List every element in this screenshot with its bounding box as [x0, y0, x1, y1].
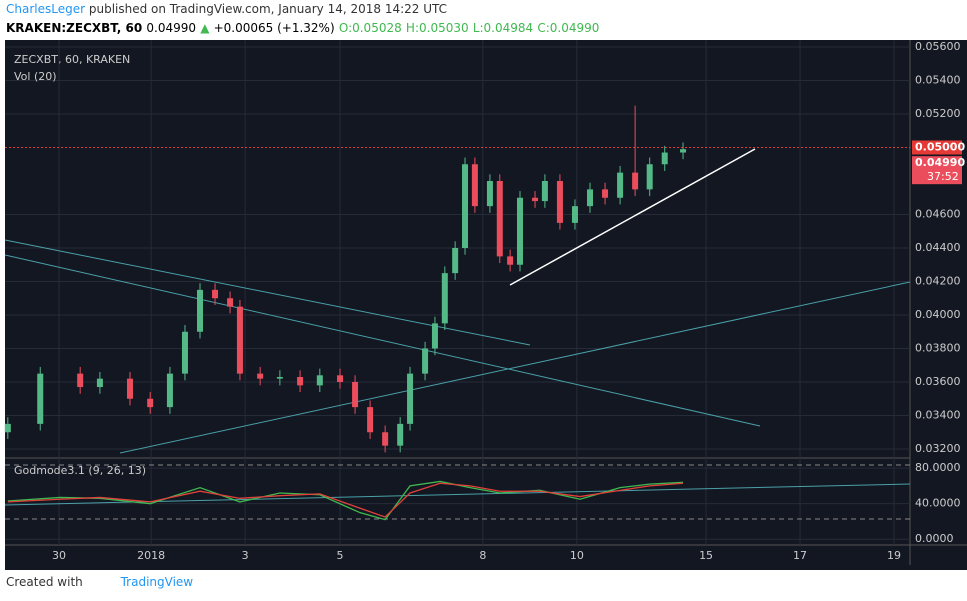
- chart-subtitle: Vol (20): [14, 70, 57, 83]
- candle-body: [422, 348, 429, 374]
- candle-body: [441, 273, 448, 324]
- trend-line: [4, 239, 531, 346]
- candle-body: [507, 256, 514, 265]
- author[interactable]: CharlesLeger: [6, 2, 86, 16]
- candle-body: [96, 378, 103, 388]
- osc-line: [7, 480, 684, 521]
- candle-body: [352, 382, 359, 408]
- candle-body: [316, 375, 323, 386]
- chart: ZECXBT, 60, KRAKEN Vol (20) Godmode3.1 (…: [4, 40, 967, 570]
- y-tick-label: 0.03800: [915, 342, 961, 355]
- alert-label-bg: [912, 140, 962, 155]
- x-tick-label: 3: [242, 549, 249, 562]
- ohlc-close: C:0.04990: [537, 21, 600, 35]
- x-tick-label: 10: [570, 549, 584, 562]
- candle-body: [587, 189, 594, 207]
- countdown: 37:52: [927, 170, 959, 183]
- candle-body: [337, 375, 344, 382]
- x-tick-label: 19: [887, 549, 901, 562]
- last-label: 0.04990: [915, 156, 965, 169]
- chart-bg: [5, 40, 967, 570]
- candle-body: [77, 373, 84, 388]
- ohlc-open: O:0.05028: [338, 21, 402, 35]
- candle-body: [257, 373, 264, 379]
- alert-label: 0.05000: [915, 141, 965, 154]
- candle-body: [4, 423, 11, 433]
- change: +0.00065 (+1.32%): [213, 21, 335, 35]
- y-tick-label: 0.05600: [915, 40, 961, 53]
- last-label-bg: [912, 156, 962, 185]
- y-tick-label: 0.04600: [915, 208, 961, 221]
- x-tick-label: 5: [337, 549, 344, 562]
- candle-body: [147, 398, 154, 408]
- candle-body: [617, 172, 624, 198]
- y-tick-label: 0.03400: [915, 409, 961, 422]
- candle-body: [227, 298, 234, 307]
- y-tick-label: 40.0000: [915, 497, 961, 510]
- candle-body: [407, 373, 414, 424]
- candle-body: [382, 432, 389, 446]
- candle-body: [431, 323, 438, 349]
- candle-body: [661, 152, 668, 165]
- header-line-1: CharlesLeger published on TradingView.co…: [6, 2, 447, 16]
- x-tick-label: 30: [52, 549, 66, 562]
- candle-body: [276, 376, 283, 379]
- candle-body: [367, 407, 374, 433]
- trend-line: [509, 148, 756, 286]
- candle-body: [571, 206, 578, 223]
- ohlc-low: L:0.04984: [472, 21, 534, 35]
- candle-body: [126, 378, 133, 399]
- candle-body: [632, 172, 639, 190]
- x-tick-label: 2018: [137, 549, 165, 562]
- header-line-2: KRAKEN:ZECXBT, 60 0.04990 ▲ +0.00065 (+1…: [6, 21, 600, 35]
- y-tick-label: 0.05200: [915, 107, 961, 120]
- y-tick-label: 0.05400: [915, 74, 961, 87]
- candle-body: [680, 149, 687, 153]
- footer: Created with TradingView: [6, 575, 193, 589]
- y-tick-label: 0.04400: [915, 241, 961, 254]
- x-tick-label: 15: [699, 549, 713, 562]
- candle-body: [541, 181, 548, 202]
- candle-body: [462, 164, 469, 248]
- candle-body: [486, 181, 493, 207]
- candle-body: [516, 197, 523, 265]
- y-tick-label: 80.0000: [915, 461, 961, 474]
- candle-body: [297, 376, 304, 386]
- candle-body: [532, 197, 539, 202]
- symbol: KRAKEN:ZECXBT, 60: [6, 21, 143, 35]
- trend-line: [119, 281, 911, 454]
- last: 0.04990: [146, 21, 196, 35]
- y-tick-label: 0.04000: [915, 308, 961, 321]
- osc-title: Godmode3.1 (9, 26, 13): [14, 464, 146, 477]
- published: published on TradingView.com, January 14…: [88, 2, 448, 16]
- candle-body: [181, 331, 188, 374]
- y-tick-label: 0.03600: [915, 375, 961, 388]
- candle-body: [452, 248, 459, 274]
- trend-line: [4, 254, 761, 427]
- brand[interactable]: TradingView: [120, 575, 194, 589]
- y-tick-label: 0.04200: [915, 275, 961, 288]
- created-with: Created with: [6, 575, 83, 589]
- osc-line: [7, 482, 684, 518]
- candle-body: [37, 373, 44, 424]
- x-tick-label: 17: [793, 549, 807, 562]
- candle-body: [496, 181, 503, 257]
- candle-body: [166, 373, 173, 408]
- y-tick-label: 0.0000: [915, 532, 954, 545]
- candle-body: [602, 189, 609, 198]
- candle-body: [471, 164, 478, 207]
- ohlc-high: H:0.05030: [405, 21, 469, 35]
- candle-body: [397, 423, 404, 446]
- candle-body: [236, 306, 243, 374]
- y-tick-label: 0.03200: [915, 442, 961, 455]
- x-tick-label: 8: [479, 549, 486, 562]
- candle-body: [212, 289, 219, 299]
- candle-body: [556, 181, 563, 223]
- chart-title: ZECXBT, 60, KRAKEN: [14, 53, 130, 66]
- candle-body: [646, 164, 653, 190]
- candle-body: [197, 289, 204, 332]
